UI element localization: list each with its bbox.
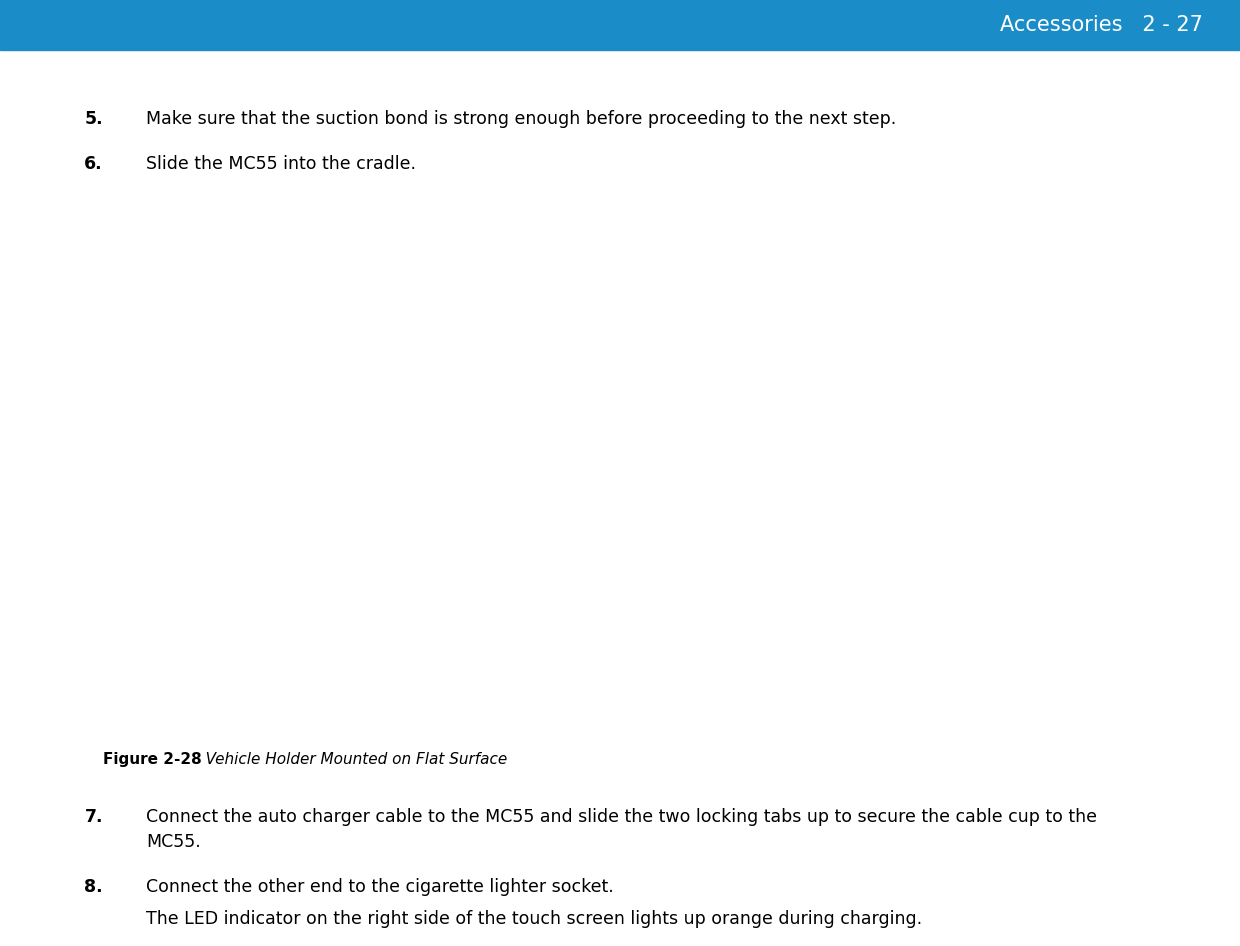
Text: 8.: 8.: [84, 878, 103, 896]
Text: Figure 2-28: Figure 2-28: [103, 752, 202, 767]
Text: Connect the other end to the cigarette lighter socket.: Connect the other end to the cigarette l…: [146, 878, 614, 896]
Text: 6.: 6.: [84, 155, 103, 173]
Text: MC55.: MC55.: [146, 833, 201, 851]
Text: The LED indicator on the right side of the touch screen lights up orange during : The LED indicator on the right side of t…: [146, 910, 923, 928]
Text: 5.: 5.: [84, 110, 103, 128]
Text: Slide the MC55 into the cradle.: Slide the MC55 into the cradle.: [146, 155, 417, 173]
Text: Connect the auto charger cable to the MC55 and slide the two locking tabs up to : Connect the auto charger cable to the MC…: [146, 808, 1097, 826]
Bar: [87, 195, 1153, 730]
Text: Vehicle Holder Mounted on Flat Surface: Vehicle Holder Mounted on Flat Surface: [191, 752, 507, 767]
Bar: [0, 0, 1240, 50]
Text: 7.: 7.: [84, 808, 103, 826]
Text: Accessories   2 - 27: Accessories 2 - 27: [999, 15, 1203, 35]
Text: Make sure that the suction bond is strong enough before proceeding to the next s: Make sure that the suction bond is stron…: [146, 110, 897, 128]
